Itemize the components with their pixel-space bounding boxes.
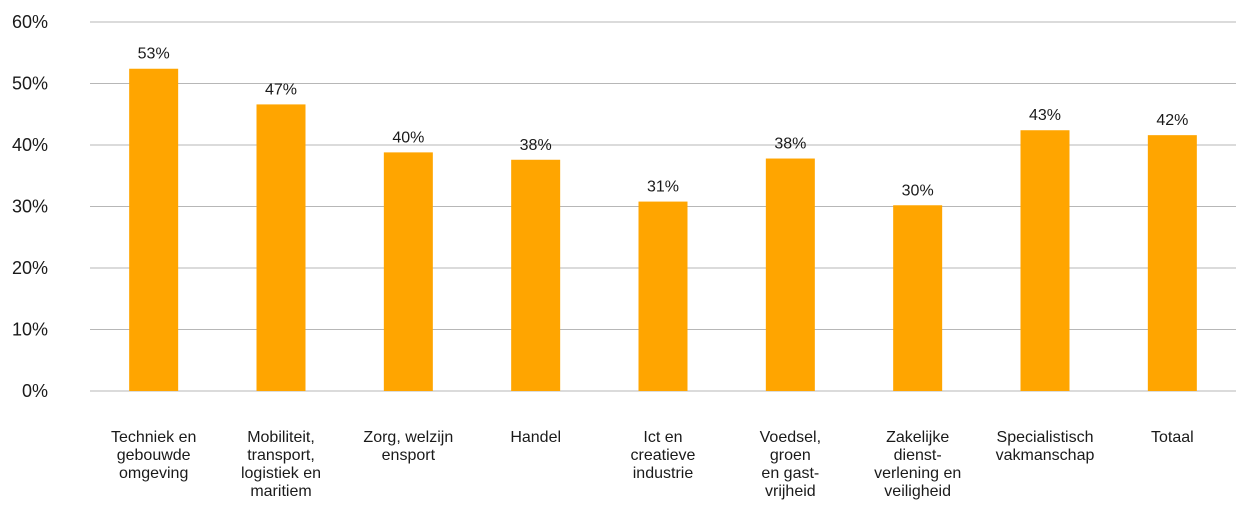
x-tick-label: Mobiliteit, transport, logistiek en maritie…	[241, 429, 321, 500]
x-tick-label: Zorg, welzijn ensport	[363, 429, 453, 464]
data-label: 38%	[520, 137, 552, 154]
data-label: 43%	[1029, 107, 1061, 124]
x-tick-label: Totaal	[1151, 429, 1194, 446]
bar	[1020, 130, 1070, 392]
data-label: 42%	[1156, 112, 1188, 129]
bar	[511, 159, 561, 391]
x-tick-label: Ict en creatieve industrie	[631, 429, 696, 482]
bar	[1147, 135, 1197, 391]
y-tick-label: 20%	[12, 258, 48, 278]
y-axis: 0% 10% 20% 30% 40% 50% 60%	[12, 12, 48, 401]
x-tick-label: Techniek en gebouwde omgeving	[111, 429, 196, 482]
data-label: 38%	[774, 136, 806, 153]
y-tick-label: 60%	[12, 12, 48, 32]
x-tick-label: Specialistisch vakmanschap	[996, 429, 1095, 464]
bar	[129, 68, 179, 392]
bar	[383, 152, 433, 391]
y-tick-label: 50%	[12, 74, 48, 94]
data-label: 31%	[647, 179, 679, 196]
data-labels: 53% 47% 40% 38% 31% 38% 30% 43% 42%	[138, 46, 1189, 200]
y-tick-label: 30%	[12, 197, 48, 217]
bar	[893, 205, 943, 391]
bar	[765, 158, 815, 391]
x-tick-label: Zakelijke dienst-verlening en veiligheid	[874, 429, 961, 500]
bars	[129, 68, 1197, 392]
data-label: 40%	[392, 129, 424, 146]
data-label: 47%	[265, 81, 297, 98]
x-tick-label: Voedsel, groen en gast-vrijheid	[760, 429, 821, 500]
data-label: 30%	[902, 182, 934, 199]
x-axis: Techniek en gebouwde omgeving Mobiliteit, tr…	[111, 429, 1194, 500]
y-tick-label: 0%	[22, 381, 48, 401]
y-tick-label: 10%	[12, 320, 48, 340]
y-tick-label: 40%	[12, 135, 48, 155]
data-label: 53%	[138, 46, 170, 63]
bar	[256, 104, 306, 391]
x-tick-label: Handel	[510, 429, 561, 446]
bar	[638, 201, 688, 391]
